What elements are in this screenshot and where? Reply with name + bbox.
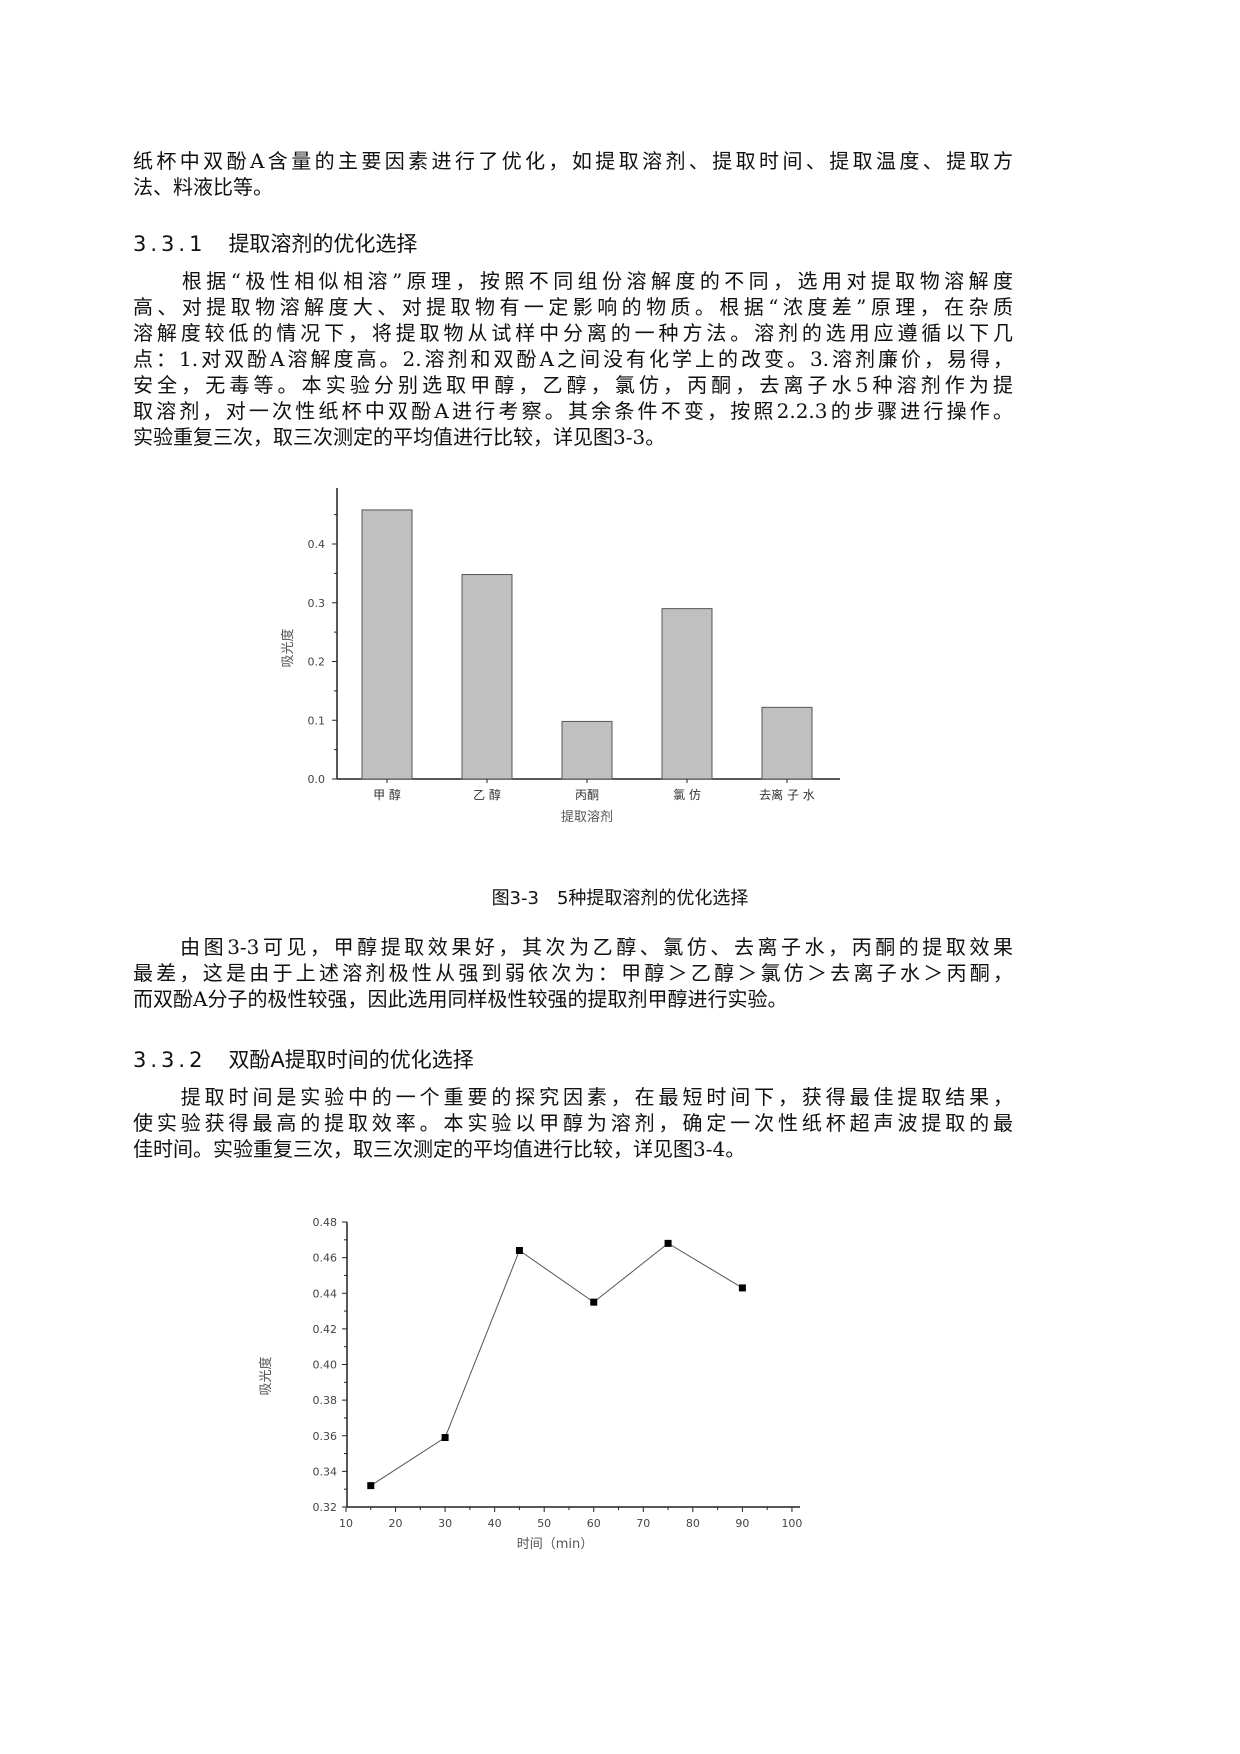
analysis-paragraph: 由图3-3可见，甲醇提取效果好，其次为乙醇、氯仿、去离子水，丙酮的提取效果 最差… [133,934,1013,1012]
y-tick-label: 0.4 [308,538,326,551]
bar [461,574,513,780]
line-chart-time: 0.32 0.34 0.36 0.38 0.40 0.42 0.44 0.46 0.48 10 20… [258,1216,802,1552]
text-line: 高、对提取物溶解度大、对提取物有一定影响的物质。根据“浓度差”原理，在杂质 [133,295,1013,319]
x-tick-label: 60 [587,1517,601,1530]
x-tick-label: 20 [389,1517,403,1530]
x-tick-label: 40 [488,1517,502,1530]
x-tick-label: 乙 醇 [473,787,501,802]
y-tick-label: 0.46 [313,1252,338,1265]
text-line: 点：1.对双酚A溶解度高。2.溶剂和双酚A之间没有化学上的改变。3.溶剂廉价，易… [133,347,1013,371]
text-line: 提取时间是实验中的一个重要的探究因素，在最短时间下，获得最佳提取结果， [133,1085,1013,1109]
y-tick-label: 0.32 [313,1501,338,1514]
text-line: 溶解度较低的情况下，将提取物从试样中分离的一种方法。溶剂的选用应遵循以下几 [133,321,1013,345]
text-line: 由图3-3可见，甲醇提取效果好，其次为乙醇、氯仿、去离子水，丙酮的提取效果 [133,935,1013,959]
y-tick-label: 0.0 [308,773,326,786]
y-tick-label: 0.48 [313,1216,338,1229]
data-point [367,1482,375,1490]
data-point [590,1298,598,1306]
intro-paragraph: 纸杯中双酚A含量的主要因素进行了优化，如提取溶剂、提取时间、提取温度、提取方 法… [133,148,1013,200]
text-line: 最差，这是由于上述溶剂极性从强到弱依次为：甲醇＞乙醇＞氯仿＞去离子水＞丙酮， [133,961,1013,985]
y-tick-label: 0.3 [308,597,326,610]
x-tick-label: 90 [735,1517,749,1530]
text-line: 安全，无毒等。本实验分别选取甲醇，乙醇，氯仿，丙酮，去离子水5种溶剂作为提 [133,373,1013,397]
data-point [441,1434,449,1442]
text-line: 法、料液比等。 [133,175,273,199]
y-tick-label: 0.2 [308,656,326,669]
bar [661,608,713,780]
y-tick-label: 0.34 [313,1465,338,1478]
section-number: 3.3.2 [133,1048,207,1072]
text-line: 而双酚A分子的极性较强，因此选用同样极性较强的提取剂甲醇进行实验。 [133,987,788,1011]
text-line: 纸杯中双酚A含量的主要因素进行了优化，如提取溶剂、提取时间、提取温度、提取方 [133,149,1013,173]
y-tick-label: 0.44 [313,1287,338,1300]
x-tick-label: 10 [339,1517,353,1530]
solvent-paragraph: 根据“极性相似相溶”原理，按照不同组份溶解度的不同，选用对提取物溶解度 高、对提… [133,268,1013,450]
x-tick-label: 70 [636,1517,650,1530]
bar [761,706,813,780]
section-heading-3-3-1: 3.3.1 提取溶剂的优化选择 [133,228,417,258]
section-number: 3.3.1 [133,232,207,256]
x-tick-label: 30 [438,1517,452,1530]
section-title: 提取溶剂的优化选择 [228,232,418,256]
y-tick-label: 0.42 [313,1323,338,1336]
data-point [515,1247,523,1254]
x-tick-label: 100 [781,1517,802,1530]
text-line: 使实验获得最高的提取效率。本实验以甲醇为溶剂，确定一次性纸杯超声波提取的最 [133,1111,1013,1135]
x-tick-label: 氯 仿 [673,788,701,802]
text-line: 佳时间。实验重复三次，取三次测定的平均值进行比较，详见图3-4。 [133,1137,746,1161]
y-axis-label: 吸光度 [280,628,296,667]
text-line: 取溶剂，对一次性纸杯中双酚A进行考察。其余条件不变，按照2.2.3的步骤进行操作… [133,399,1013,423]
data-point [738,1284,746,1292]
x-tick-label: 甲 醇 [373,787,401,802]
y-axis-label: 吸光度 [258,1356,274,1395]
data-line [370,1242,743,1487]
bar [561,720,613,780]
x-tick-label: 去离 子 水 [759,787,815,802]
x-axis-label: 提取溶剂 [561,809,613,825]
x-axis-label: 时间（min） [517,1537,594,1552]
y-tick-label: 0.1 [308,714,326,727]
x-tick-label: 丙酮 [575,788,599,802]
y-tick-label: 0.38 [313,1394,338,1407]
figure-caption: 图3-3 5种提取溶剂的优化选择 [491,888,749,909]
section-title: 双酚A提取时间的优化选择 [228,1048,474,1072]
section-heading-3-3-2: 3.3.2 双酚A提取时间的优化选择 [133,1044,474,1074]
x-tick-label: 80 [686,1517,700,1530]
bar [361,509,413,780]
text-line: 根据“极性相似相溶”原理，按照不同组份溶解度的不同，选用对提取物溶解度 [133,269,1013,293]
y-tick-label: 0.40 [313,1359,338,1372]
y-tick-label: 0.36 [313,1430,338,1443]
x-tick-label: 50 [537,1517,551,1530]
text-line: 实验重复三次，取三次测定的平均值进行比较，详见图3-3。 [133,425,666,449]
data-point [664,1239,672,1247]
time-paragraph: 提取时间是实验中的一个重要的探究因素，在最短时间下，获得最佳提取结果， 使实验获… [133,1084,1013,1162]
